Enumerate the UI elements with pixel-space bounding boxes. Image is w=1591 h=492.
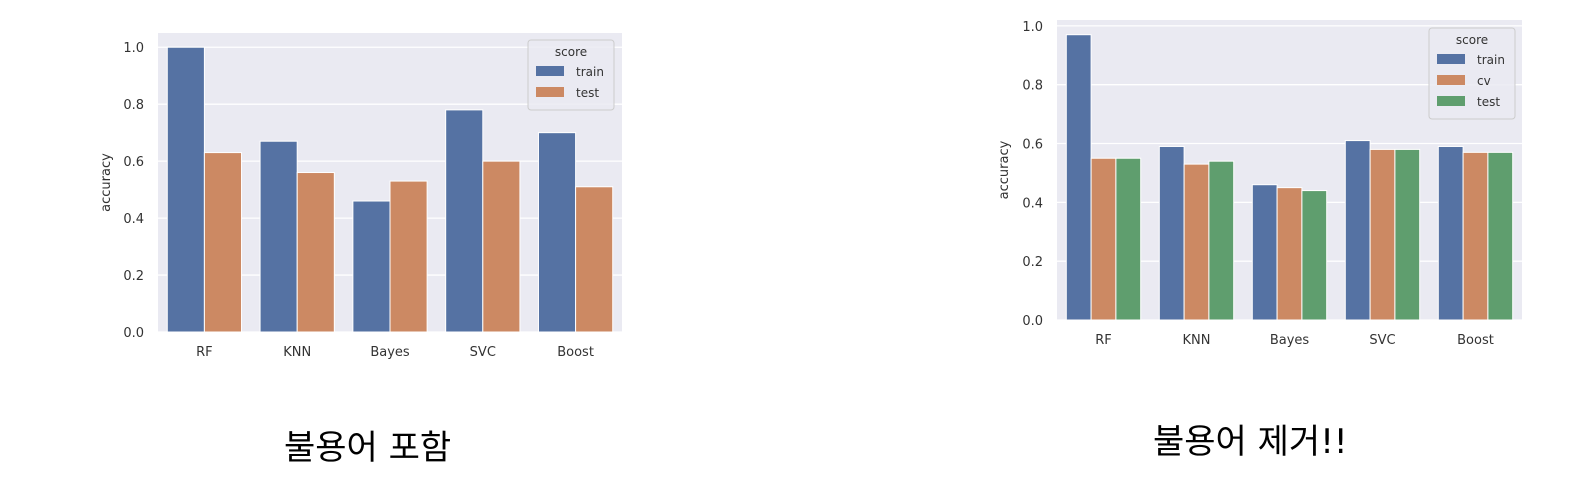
bar-train-boost xyxy=(1437,145,1464,321)
y-tick-label: 0.8 xyxy=(1022,79,1043,94)
legend-title: score xyxy=(1456,33,1488,47)
x-tick-label: KNN xyxy=(283,345,311,360)
y-tick-label: 0.8 xyxy=(123,98,144,113)
bar-test-bayes xyxy=(1301,190,1328,321)
bar-cv-rf xyxy=(1090,157,1117,321)
legend: score train test xyxy=(527,39,615,111)
bar-train-bayes xyxy=(1251,184,1278,321)
bar-test-svc xyxy=(1394,148,1421,321)
x-tick-label: Boost xyxy=(1457,333,1494,348)
y-tick-label: 0.0 xyxy=(123,326,144,341)
bar-test-rf xyxy=(203,152,243,333)
y-tick-label: 1.0 xyxy=(123,41,144,56)
bar-cv-bayes xyxy=(1276,187,1303,321)
legend-label-test: test xyxy=(576,86,599,100)
x-tick-label: Bayes xyxy=(370,345,410,360)
legend-swatch-test xyxy=(536,87,564,97)
y-tick-label: 0.6 xyxy=(1022,138,1043,153)
x-tick-label: RF xyxy=(1095,333,1112,348)
bar-train-svc xyxy=(1344,140,1371,321)
legend-swatch-cv xyxy=(1437,75,1465,85)
bar-test-boost xyxy=(575,186,614,333)
bar-test-svc xyxy=(482,160,521,333)
bar-train-bayes xyxy=(352,200,391,333)
chart-right: 0.0 0.2 0.4 0.6 0.8 1.0 accuracy RF KNN Bayes SVC B… xyxy=(997,20,1522,348)
x-tick-label: Boost xyxy=(557,345,594,360)
legend-swatch-test xyxy=(1437,96,1465,106)
y-tick-label: 0.4 xyxy=(123,212,144,227)
x-tick-label: KNN xyxy=(1183,333,1211,348)
bar-test-bayes xyxy=(389,180,428,333)
bar-cv-boost xyxy=(1462,151,1489,321)
y-axis-label: accuracy xyxy=(99,153,114,212)
caption-right: 불용어 제거!! xyxy=(1153,422,1348,462)
bar-train-knn xyxy=(259,140,298,333)
bar-test-boost xyxy=(1487,151,1514,321)
legend-title: score xyxy=(555,45,587,59)
y-tick-label: 1.0 xyxy=(1022,20,1043,35)
bar-train-svc xyxy=(445,109,484,333)
x-tick-label: RF xyxy=(196,345,213,360)
bar-cv-knn xyxy=(1183,163,1210,321)
legend-label-test: test xyxy=(1477,95,1500,109)
legend-label-train: train xyxy=(1477,53,1505,67)
bar-test-knn xyxy=(296,172,335,333)
caption-left: 불용어 포함 xyxy=(284,428,452,468)
x-tick-label: Bayes xyxy=(1270,333,1310,348)
y-tick-label: 0.2 xyxy=(1022,255,1043,270)
y-axis-label: accuracy xyxy=(997,140,1012,199)
bar-train-rf xyxy=(166,46,205,333)
bar-train-knn xyxy=(1158,145,1185,321)
y-tick-label: 0.4 xyxy=(1022,196,1043,211)
bar-test-knn xyxy=(1208,160,1235,321)
y-tick-label: 0.6 xyxy=(123,155,144,170)
x-tick-label: SVC xyxy=(1369,333,1395,348)
bar-cv-svc xyxy=(1369,148,1396,321)
y-tick-label: 0.0 xyxy=(1022,314,1043,329)
chart-left: 0.0 0.2 0.4 0.6 0.8 1.0 accuracy RF KNN Bayes SVC B… xyxy=(99,33,622,360)
legend-label-train: train xyxy=(576,65,604,79)
legend-swatch-train xyxy=(536,66,564,76)
x-tick-label: SVC xyxy=(470,345,496,360)
bar-train-rf xyxy=(1065,34,1092,321)
legend-swatch-train xyxy=(1437,54,1465,64)
bar-train-boost xyxy=(537,132,577,333)
legend-label-cv: cv xyxy=(1477,74,1491,88)
legend: score train cv test xyxy=(1428,27,1516,120)
y-tick-label: 0.2 xyxy=(123,269,144,284)
bar-test-rf xyxy=(1115,157,1142,321)
